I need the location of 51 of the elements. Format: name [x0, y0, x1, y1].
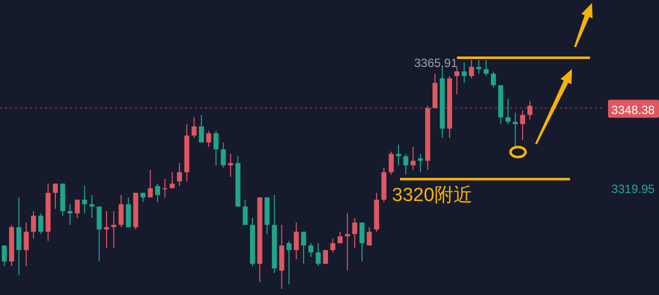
candlestick	[469, 60, 474, 79]
candlestick	[242, 199, 248, 226]
text: 3348.38	[611, 102, 655, 117]
candlestick	[520, 110, 526, 141]
candlestick	[96, 206, 102, 262]
candlestick	[344, 212, 350, 272]
candlestick	[352, 218, 358, 248]
candlestick	[214, 130, 218, 166]
candlestick	[527, 100, 532, 120]
candlestick	[104, 210, 109, 248]
candlestick	[301, 231, 306, 264]
candlestick	[462, 62, 467, 84]
candlestick	[206, 130, 212, 148]
candlestick	[410, 146, 416, 170]
ref-line-label: 3320附近	[392, 185, 472, 206]
candlestick	[316, 242, 321, 267]
candlestick	[170, 172, 175, 189]
text: 3319.95	[611, 182, 655, 196]
candlestick	[148, 169, 153, 198]
candlestick	[162, 178, 168, 198]
candlestick	[118, 194, 124, 228]
candlestick	[286, 240, 292, 285]
candlestick	[294, 222, 299, 260]
candlestick	[360, 222, 364, 262]
candlestick	[388, 151, 394, 175]
candlestick	[82, 185, 88, 214]
candlestick	[177, 162, 182, 186]
candlestick	[24, 222, 29, 267]
candlestick	[31, 210, 36, 240]
candlestick	[52, 183, 58, 210]
candlestick	[155, 183, 160, 202]
candlestick	[418, 153, 423, 173]
candlestick	[506, 98, 510, 125]
candlestick	[403, 153, 408, 175]
candlestick	[220, 142, 226, 168]
candlestick	[308, 242, 314, 258]
candlestick	[366, 226, 372, 246]
annotation: 3365.91	[414, 56, 458, 70]
candlestick	[330, 238, 336, 253]
candlestick	[198, 114, 204, 143]
candlestick	[490, 70, 496, 88]
candlestick	[192, 116, 197, 138]
candlestick	[16, 196, 22, 276]
candlestick	[126, 196, 131, 228]
candlestick	[38, 212, 44, 235]
candlestick	[74, 199, 80, 219]
candlestick	[454, 66, 460, 95]
candlestick	[2, 244, 7, 267]
candlestick	[228, 153, 234, 178]
candlestick	[68, 204, 72, 226]
candlestick	[484, 60, 489, 77]
